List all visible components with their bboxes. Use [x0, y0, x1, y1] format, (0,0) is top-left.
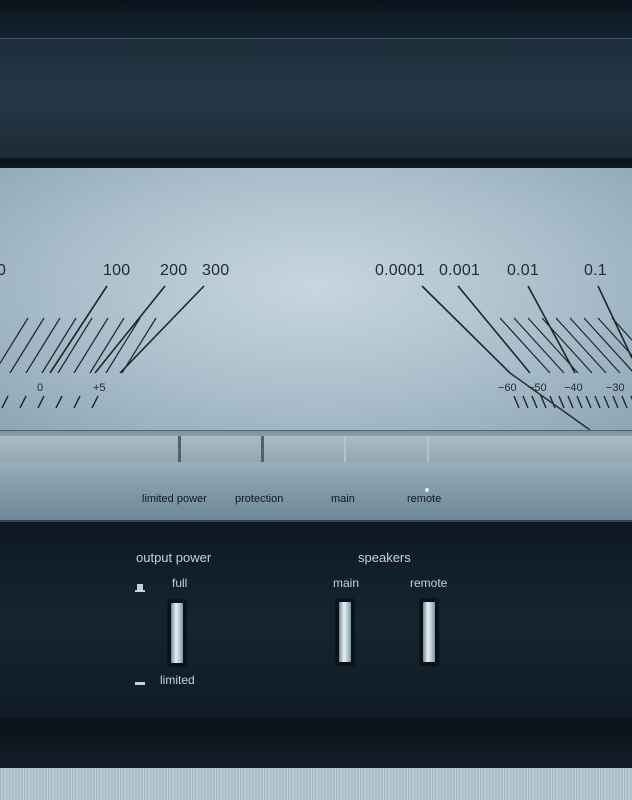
scale-line: [558, 395, 565, 409]
limited-mark-icon: [135, 682, 145, 685]
scale-line: [499, 317, 551, 374]
scale-line: [73, 395, 81, 409]
log-scale-label: 0.001: [439, 262, 481, 279]
scale-line: [522, 395, 529, 409]
top-band: [0, 0, 632, 38]
lamp-divider: [261, 436, 264, 462]
scale-line: [513, 317, 565, 374]
scale-line: [621, 395, 628, 409]
scale-line: [55, 395, 63, 409]
log-db-label: −60: [498, 382, 517, 394]
meter-needle: [509, 372, 591, 430]
log-scale-label: 0.01: [507, 262, 539, 279]
scale-line: [527, 317, 579, 374]
power-db-label: 0: [37, 382, 44, 394]
lamp-divider: [178, 436, 181, 462]
scale-line: [603, 395, 610, 409]
scale-line: [555, 317, 607, 374]
scale-line: [513, 395, 520, 409]
indicator-glass: [0, 436, 632, 462]
scale-line: [105, 317, 141, 374]
indicator-lamp-dot: [425, 488, 429, 492]
floor-surface: [0, 768, 632, 800]
scale-line: [421, 285, 511, 374]
indicator-remote: remote: [407, 493, 442, 505]
meter-scale-lines: [0, 285, 632, 430]
scale-line: [19, 395, 27, 409]
scale-line: [0, 317, 29, 365]
log-db-label: −30: [606, 382, 625, 394]
indicator-main: main: [331, 493, 355, 505]
scale-line: [9, 317, 45, 374]
output-power-full-label: full: [172, 576, 188, 590]
speakers-remote-label: remote: [410, 576, 448, 590]
indicator-limited-power: limited power: [142, 493, 207, 505]
scale-line: [541, 317, 593, 374]
scale-line: [585, 395, 592, 409]
power-scale-label: 0: [0, 262, 7, 279]
scale-line: [597, 317, 632, 357]
meter-window: 0 100 200 300 0 +5 0.0001 0.001 0.01 0.1…: [0, 168, 632, 430]
log-scale-label: 0.1: [584, 262, 607, 279]
scale-line: [25, 317, 61, 374]
scale-line: [594, 395, 601, 409]
speakers-title: speakers: [358, 550, 411, 565]
scale-line: [531, 395, 538, 409]
scale-line: [57, 317, 93, 374]
power-db-label: +5: [93, 382, 106, 394]
indicator-protection: protection: [235, 493, 284, 505]
scale-line: [119, 285, 205, 374]
scale-line: [612, 395, 619, 409]
scale-line: [73, 317, 109, 374]
scale-line: [569, 317, 621, 374]
lamp-divider: [427, 436, 429, 462]
scale-line: [611, 317, 632, 341]
scale-line: [94, 285, 166, 374]
log-scale-label: 0.0001: [375, 262, 426, 279]
output-power-switch[interactable]: [168, 600, 186, 666]
top-edge: [0, 158, 632, 168]
power-scale-label: 300: [202, 262, 230, 279]
scale-line: [37, 395, 45, 409]
log-db-label: −50: [528, 382, 547, 394]
scale-line: [549, 395, 556, 409]
speakers-remote-switch[interactable]: [420, 599, 438, 665]
speakers-main-switch[interactable]: [336, 599, 354, 665]
scale-line: [91, 395, 99, 409]
scale-line: [89, 317, 125, 374]
full-mark-icon: [135, 584, 145, 592]
scale-line: [41, 317, 77, 374]
control-panel: [0, 520, 632, 722]
scale-line: [121, 317, 157, 374]
scale-line: [457, 285, 531, 374]
lamp-divider: [344, 436, 346, 462]
scale-line: [576, 395, 583, 409]
scale-line: [49, 285, 108, 374]
power-scale-label: 200: [160, 262, 188, 279]
scale-line: [527, 285, 576, 374]
scale-line: [583, 317, 632, 372]
scale-line: [567, 395, 574, 409]
base-shadow: [0, 718, 632, 768]
output-power-limited-label: limited: [160, 673, 195, 687]
scale-line: [540, 395, 547, 409]
speakers-main-label: main: [333, 576, 360, 590]
log-db-label: −40: [564, 382, 583, 394]
top-panel: [0, 38, 632, 161]
power-scale-label: 100: [103, 262, 131, 279]
scale-line: [1, 395, 9, 409]
output-power-title: output power: [136, 550, 212, 565]
